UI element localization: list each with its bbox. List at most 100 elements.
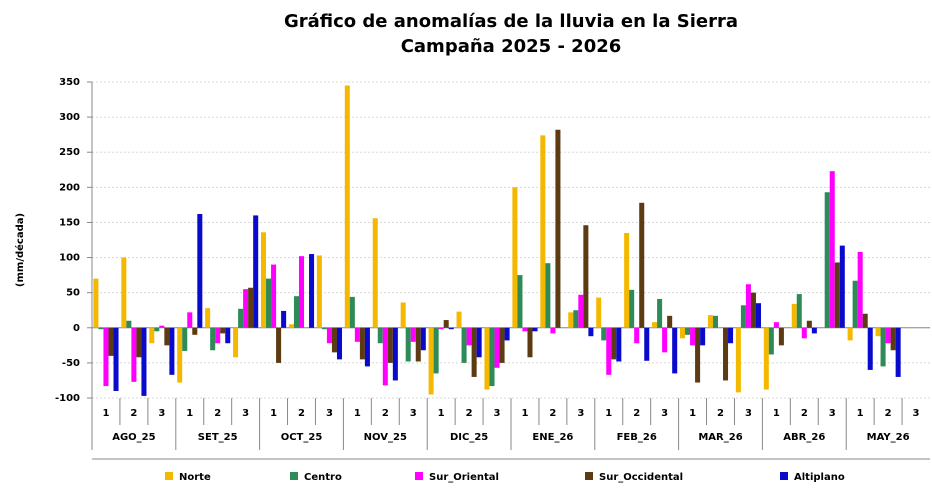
bar <box>707 315 713 328</box>
x-tick-label: 3 <box>326 408 333 419</box>
bar <box>321 327 327 330</box>
bar <box>220 327 226 334</box>
x-group-label: MAY_26 <box>867 432 910 443</box>
bar <box>415 327 421 362</box>
bar <box>596 297 602 328</box>
x-tick-label: 3 <box>829 408 836 419</box>
x-tick-label: 1 <box>521 408 528 419</box>
bar <box>624 232 630 328</box>
bar <box>349 296 355 328</box>
y-tick-label: 300 <box>59 112 80 123</box>
bar <box>192 327 198 335</box>
bar <box>847 327 853 341</box>
bar <box>164 327 170 346</box>
x-tick-label: 2 <box>717 408 724 419</box>
bar <box>522 327 528 332</box>
x-tick-label: 2 <box>214 408 221 419</box>
bar <box>545 263 551 328</box>
bar <box>456 311 462 328</box>
bar <box>728 327 734 344</box>
x-tick-label: 1 <box>270 408 277 419</box>
x-tick-label: 2 <box>382 408 389 419</box>
bar <box>484 327 490 390</box>
bar <box>108 327 114 356</box>
bar <box>187 312 193 328</box>
bar <box>331 327 337 353</box>
bar <box>243 289 249 328</box>
bar <box>644 327 650 361</box>
bar <box>672 327 678 374</box>
bar <box>253 215 259 328</box>
bar <box>326 327 332 344</box>
bar <box>197 214 203 328</box>
bar <box>755 303 762 328</box>
bar <box>679 327 686 339</box>
y-tick-label: 100 <box>59 253 80 264</box>
bar <box>149 327 155 344</box>
bar <box>685 327 691 335</box>
x-tick-label: 1 <box>354 408 361 419</box>
bar <box>532 327 538 332</box>
bar <box>266 278 272 328</box>
bar <box>169 327 175 375</box>
x-tick-label: 1 <box>689 408 696 419</box>
bar <box>428 327 434 395</box>
bar <box>293 296 299 328</box>
bar <box>141 327 147 396</box>
bar <box>359 327 365 360</box>
x-tick-label: 1 <box>186 408 193 419</box>
bar <box>182 327 188 351</box>
bar <box>555 129 561 328</box>
bar <box>103 327 109 387</box>
bar <box>735 327 741 393</box>
legend-swatch <box>780 472 788 480</box>
bar <box>309 254 315 328</box>
x-tick-label: 2 <box>633 408 640 419</box>
y-tick-label: 250 <box>59 147 80 158</box>
bar <box>583 225 589 328</box>
bar <box>690 327 696 346</box>
bar <box>159 325 165 328</box>
bar <box>662 327 668 353</box>
x-group-label: AGO_25 <box>112 432 155 443</box>
bar <box>494 327 500 368</box>
bar <box>281 310 287 328</box>
x-tick-label: 2 <box>801 408 808 419</box>
bar <box>875 327 881 337</box>
x-tick-label: 1 <box>438 408 445 419</box>
bar <box>712 315 718 328</box>
x-tick-label: 1 <box>102 408 109 419</box>
chart-subtitle: Campaña 2025 - 2026 <box>401 36 622 57</box>
x-tick-label: 3 <box>410 408 417 419</box>
bar <box>177 327 183 383</box>
x-tick-label: 3 <box>661 408 668 419</box>
bar <box>210 327 216 351</box>
x-tick-label: 3 <box>158 408 165 419</box>
bar <box>611 327 617 360</box>
legend-swatch <box>165 472 173 480</box>
bar <box>573 310 579 328</box>
x-tick-label: 2 <box>130 408 137 419</box>
bar <box>225 327 231 344</box>
bar <box>471 327 477 377</box>
x-tick-label: 2 <box>466 408 473 419</box>
bar <box>750 292 756 328</box>
bar <box>233 327 239 358</box>
bar <box>588 327 594 337</box>
y-tick-label: 150 <box>59 217 80 228</box>
bar <box>801 327 807 339</box>
bar <box>527 327 533 358</box>
bar <box>667 315 673 328</box>
bar <box>126 320 132 328</box>
bar <box>392 327 398 381</box>
legend-swatch <box>290 472 298 480</box>
bar <box>806 320 812 328</box>
y-tick-label: 350 <box>59 77 80 88</box>
bar <box>867 327 873 370</box>
bar <box>499 327 505 363</box>
x-group-label: NOV_25 <box>364 432 407 443</box>
bar <box>248 287 254 328</box>
x-tick-label: 2 <box>885 408 892 419</box>
bar <box>276 327 282 363</box>
